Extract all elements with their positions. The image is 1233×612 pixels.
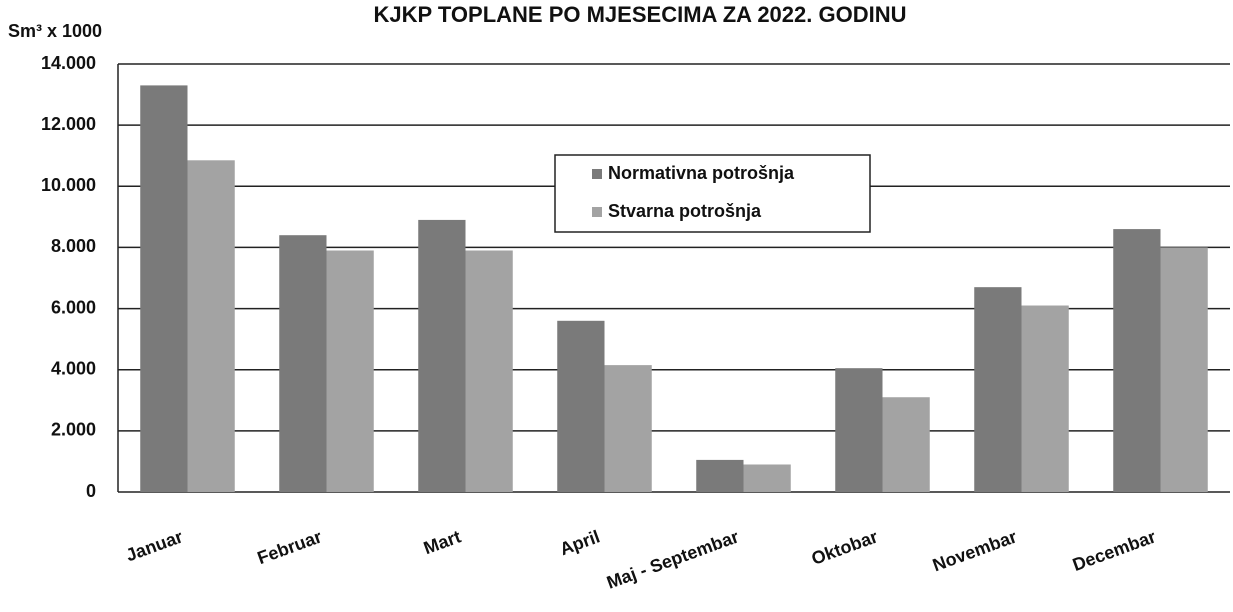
legend-label: Normativna potrošnja <box>608 163 795 183</box>
legend-label: Stvarna potrošnja <box>608 201 762 221</box>
bar <box>743 464 791 492</box>
y-tick-label: 6.000 <box>51 297 96 317</box>
bar <box>279 235 327 492</box>
bar <box>326 250 374 492</box>
bar <box>140 85 188 493</box>
bar <box>696 459 744 492</box>
legend: Normativna potrošnja Stvarna potrošnja <box>554 154 871 233</box>
bar <box>418 219 466 492</box>
y-tick-label: 14.000 <box>41 53 96 73</box>
legend-swatch <box>592 207 602 217</box>
x-tick-label: Januar <box>123 526 185 565</box>
x-tick-label: Novembar <box>930 526 1020 575</box>
x-tick-label: Decembar <box>1070 526 1159 575</box>
x-tick-label: Mart <box>421 526 464 558</box>
x-tick-label: Februar <box>255 526 325 568</box>
y-tick-label: 8.000 <box>51 236 96 256</box>
bar <box>974 287 1022 492</box>
bar <box>557 320 605 492</box>
y-tick-label: 12.000 <box>41 114 96 134</box>
bar <box>1021 305 1069 492</box>
legend-box <box>554 154 871 233</box>
bar <box>187 160 235 493</box>
bar <box>882 397 930 492</box>
bar <box>604 365 652 492</box>
x-tick-label: Oktobar <box>809 526 881 568</box>
y-tick-label: 0 <box>86 481 96 501</box>
bar <box>1160 247 1208 492</box>
bar <box>465 250 513 492</box>
y-tick-label: 10.000 <box>41 175 96 195</box>
legend-swatch <box>592 169 602 179</box>
bar <box>1113 229 1161 493</box>
y-tick-label: 4.000 <box>51 358 96 378</box>
y-tick-label: 2.000 <box>51 420 96 440</box>
x-tick-label: Maj - Septembar <box>604 526 742 592</box>
chart-title: KJKP TOPLANE PO MJESECIMA ZA 2022. GODIN… <box>373 2 906 27</box>
x-tick-label: April <box>557 526 602 559</box>
y-axis-label: Sm³ x 1000 <box>8 21 102 41</box>
bar <box>835 368 883 492</box>
